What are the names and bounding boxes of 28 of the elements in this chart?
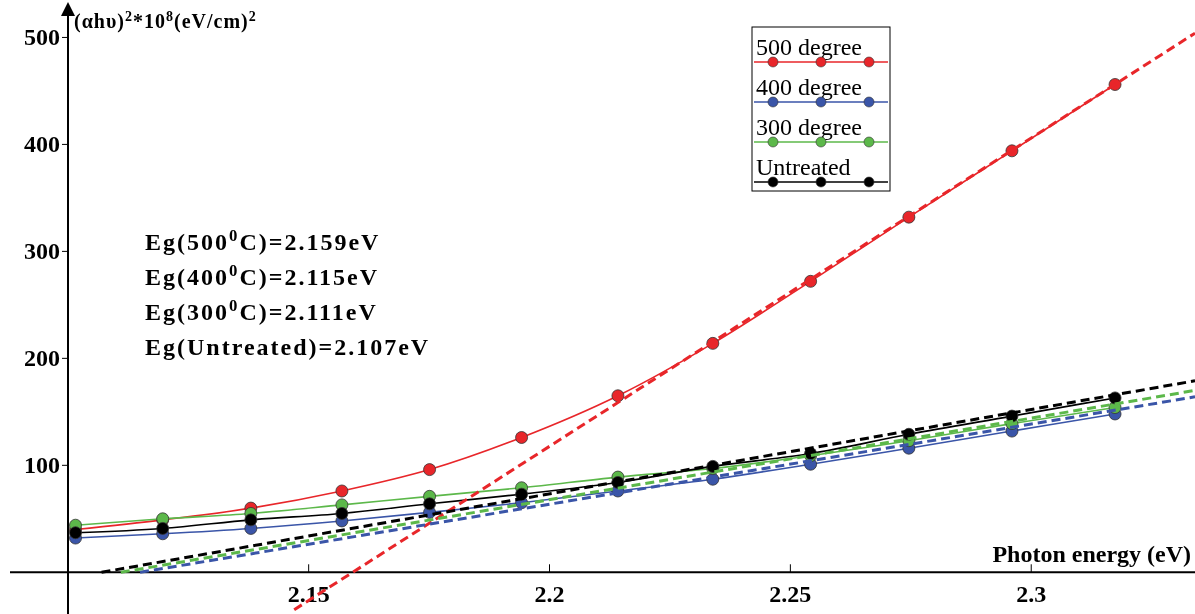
annotation: Eg(Untreated)=2.107eV bbox=[145, 334, 431, 360]
point bbox=[244, 513, 258, 527]
point bbox=[156, 522, 170, 535]
x-tick-label: 2.2 bbox=[534, 581, 565, 608]
point bbox=[515, 431, 528, 444]
point bbox=[611, 389, 625, 403]
point bbox=[515, 487, 528, 501]
y-tick-label: 500 bbox=[24, 24, 60, 51]
x-tick-label: 2.3 bbox=[1016, 581, 1047, 608]
point bbox=[423, 463, 436, 476]
legend-label: 300 degree bbox=[756, 114, 862, 140]
y-tick-label: 300 bbox=[24, 238, 60, 265]
annotation: Eg(300$^{0}$C)=2.111eV bbox=[145, 295, 378, 325]
point bbox=[335, 507, 349, 520]
y-tick-label: 200 bbox=[24, 345, 60, 372]
point bbox=[69, 526, 82, 540]
point bbox=[423, 497, 436, 511]
y-axis-title: (αhυ)$^{2}$*10$^{8}$(eV/cm)$^{2}$ bbox=[74, 8, 257, 33]
legend-label: Untreated bbox=[756, 154, 851, 180]
annotation: Eg(500$^{0}$C)=2.159eV bbox=[145, 225, 381, 255]
x-tick-label: 2.25 bbox=[769, 581, 812, 608]
legend-label: 400 degree bbox=[756, 74, 862, 100]
annotation: Eg(400$^{0}$C)=2.115eV bbox=[145, 260, 380, 290]
point bbox=[335, 484, 349, 498]
x-axis-title: Photon energy (eV) bbox=[992, 541, 1191, 568]
y-tick-label: 400 bbox=[24, 131, 60, 158]
y-tick-label: 100 bbox=[24, 452, 60, 479]
legend-label: 500 degree bbox=[756, 34, 862, 60]
